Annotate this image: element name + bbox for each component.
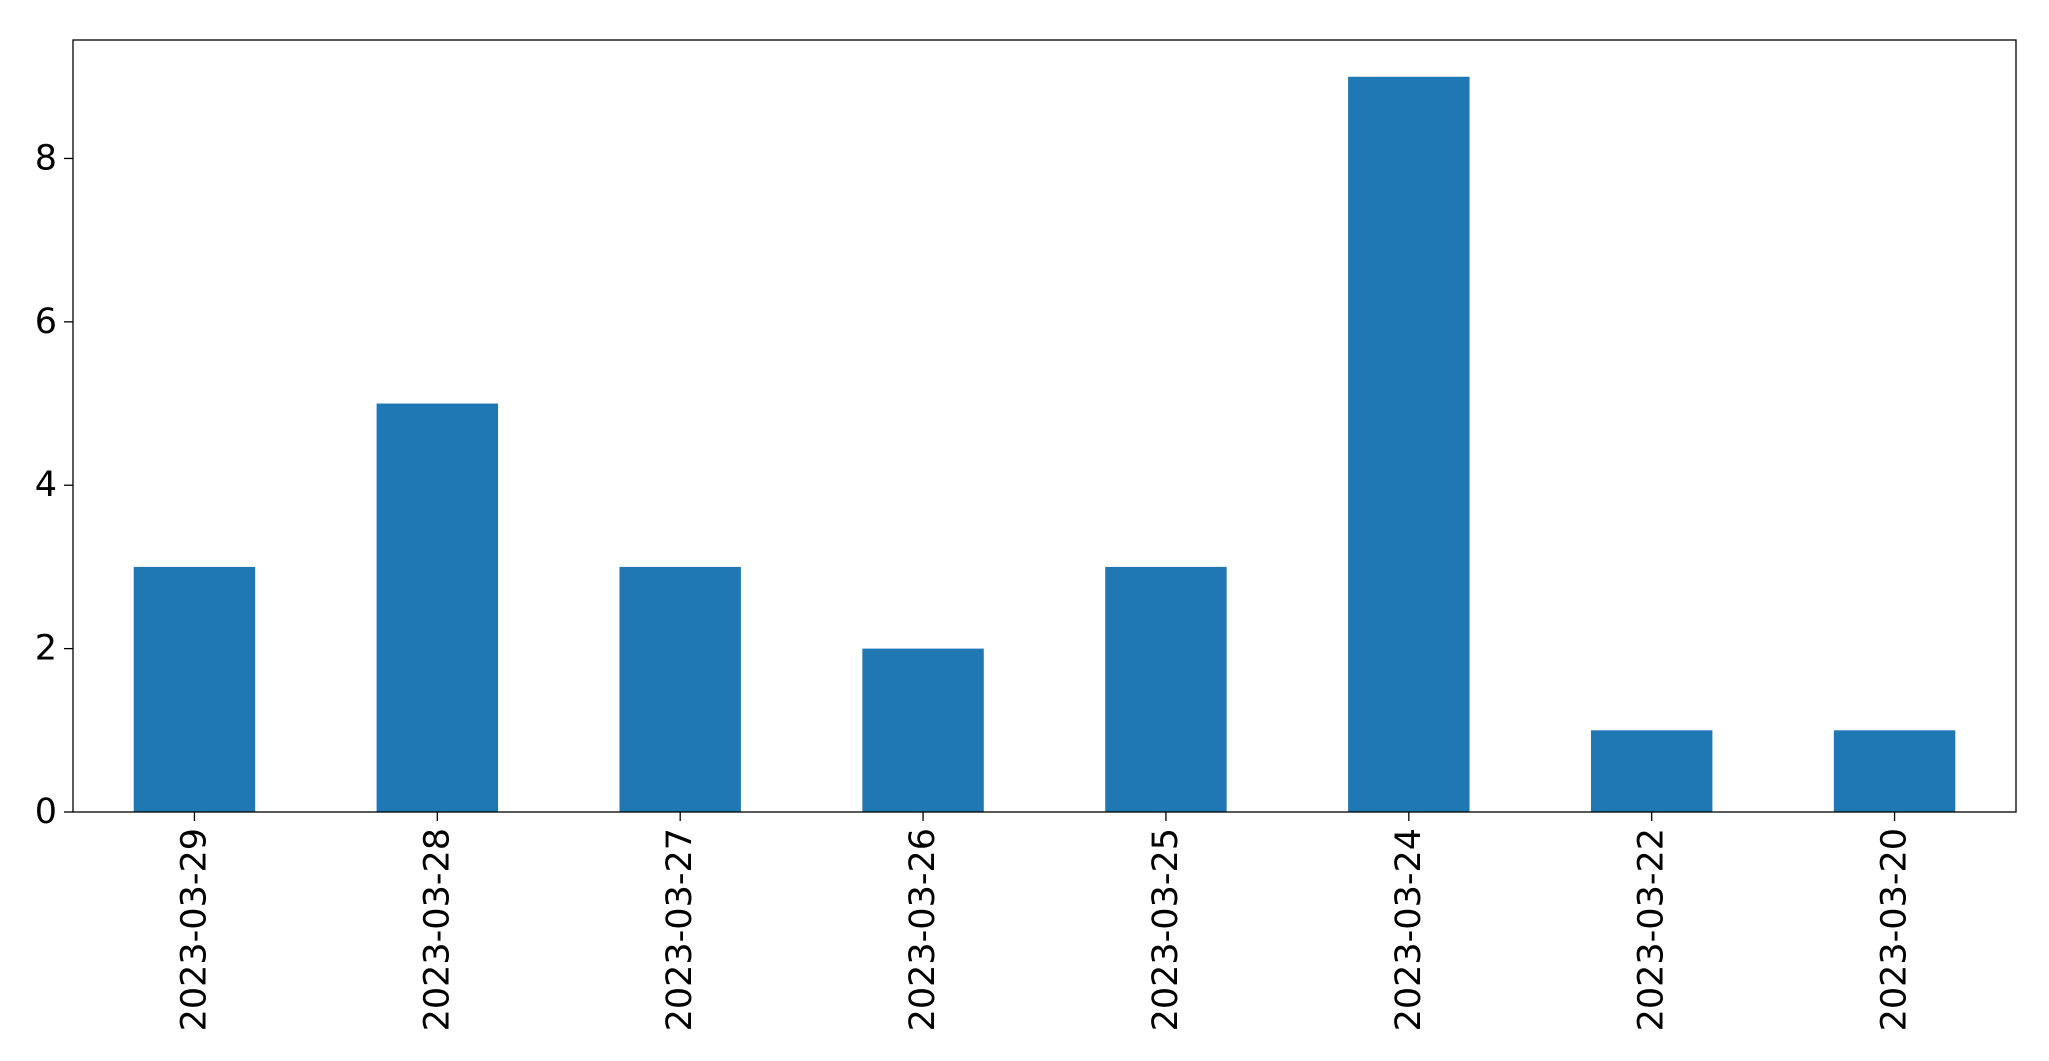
x-tick-label: 2023-03-22 bbox=[1632, 828, 1672, 1031]
bar-2023-03-27 bbox=[619, 566, 741, 812]
bars-layer bbox=[133, 76, 1956, 812]
bar-2023-03-26 bbox=[862, 648, 984, 812]
y-tick-label: 2 bbox=[35, 629, 57, 669]
y-tick-label: 8 bbox=[35, 138, 57, 178]
bar-2023-03-22 bbox=[1590, 730, 1713, 812]
x-axis: 2023-03-29 2023-03-28 2023-03-27 2023-03-26… bbox=[174, 812, 1915, 1031]
y-tick-label: 6 bbox=[35, 302, 57, 342]
x-tick-label: 2023-03-29 bbox=[174, 828, 214, 1031]
bar-2023-03-28 bbox=[376, 403, 499, 812]
x-tick-label: 2023-03-27 bbox=[660, 828, 700, 1031]
y-tick-label: 0 bbox=[35, 792, 57, 832]
bar-2023-03-29 bbox=[133, 566, 256, 812]
x-tick-label: 2023-03-28 bbox=[417, 828, 457, 1031]
bar-2023-03-25 bbox=[1105, 566, 1227, 812]
bar-2023-03-20 bbox=[1833, 730, 1956, 812]
y-axis: 0 2 4 6 8 bbox=[35, 138, 73, 832]
x-tick-label: 2023-03-25 bbox=[1146, 828, 1186, 1031]
x-tick-label: 2023-03-24 bbox=[1389, 828, 1429, 1031]
x-tick-label: 2023-03-26 bbox=[903, 828, 943, 1031]
bar-2023-03-24 bbox=[1348, 76, 1470, 812]
plot-area-frame bbox=[72, 39, 2017, 813]
x-tick-label: 2023-03-20 bbox=[1875, 828, 1915, 1031]
y-tick-label: 4 bbox=[35, 465, 57, 505]
